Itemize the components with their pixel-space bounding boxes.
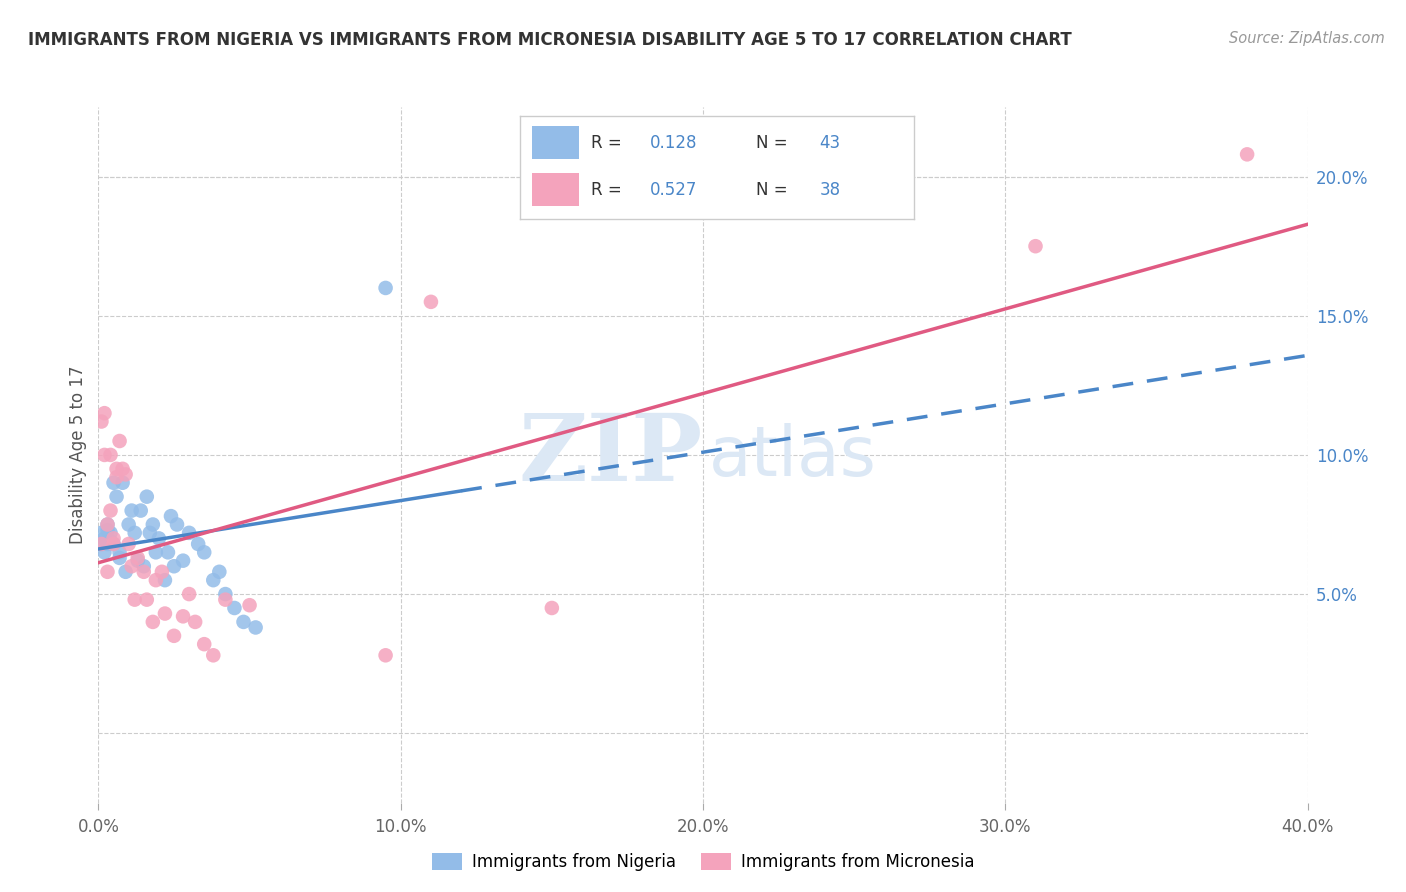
Y-axis label: Disability Age 5 to 17: Disability Age 5 to 17 <box>69 366 87 544</box>
Text: R =: R = <box>591 134 627 152</box>
Point <box>105 490 128 504</box>
Text: 43: 43 <box>820 134 841 152</box>
Point <box>148 532 170 546</box>
Point <box>232 615 254 629</box>
Point <box>90 525 112 540</box>
Point <box>224 601 246 615</box>
Point <box>93 448 115 462</box>
Point <box>96 565 118 579</box>
Point <box>90 537 112 551</box>
Point <box>93 545 115 559</box>
Point <box>96 517 118 532</box>
Text: Source: ZipAtlas.com: Source: ZipAtlas.com <box>1229 31 1385 46</box>
Point <box>374 281 396 295</box>
Text: ZIP: ZIP <box>519 410 703 500</box>
Point <box>145 545 167 559</box>
Point <box>156 545 179 559</box>
Point <box>124 592 146 607</box>
Point <box>93 532 115 546</box>
Point <box>124 525 146 540</box>
Point <box>132 559 155 574</box>
Point <box>420 294 443 309</box>
Point <box>132 565 155 579</box>
Bar <box>531 126 579 159</box>
Point <box>108 434 131 448</box>
Point <box>187 537 209 551</box>
Point <box>127 550 149 565</box>
Point <box>90 537 112 551</box>
Point <box>145 573 167 587</box>
Point <box>103 537 125 551</box>
Point <box>118 537 141 551</box>
Point <box>153 573 176 587</box>
Point <box>135 490 157 504</box>
Point <box>166 517 188 532</box>
Point <box>208 565 231 579</box>
Point <box>540 601 562 615</box>
Point <box>214 592 236 607</box>
Point <box>179 587 201 601</box>
Point <box>96 523 118 537</box>
Point <box>114 467 136 482</box>
Point <box>172 554 194 568</box>
Text: 0.128: 0.128 <box>650 134 697 152</box>
Point <box>245 620 267 634</box>
Point <box>202 648 225 663</box>
Point <box>193 545 215 559</box>
Point <box>142 517 165 532</box>
Point <box>100 534 122 549</box>
Point <box>100 503 122 517</box>
Text: 0.527: 0.527 <box>650 181 697 199</box>
Point <box>108 550 131 565</box>
Text: atlas: atlas <box>709 423 877 490</box>
Point <box>114 565 136 579</box>
Point <box>121 503 143 517</box>
Point <box>1024 239 1046 253</box>
Text: IMMIGRANTS FROM NIGERIA VS IMMIGRANTS FROM MICRONESIA DISABILITY AGE 5 TO 17 COR: IMMIGRANTS FROM NIGERIA VS IMMIGRANTS FR… <box>28 31 1071 49</box>
Point <box>139 525 162 540</box>
Bar <box>531 173 579 206</box>
Point <box>96 517 118 532</box>
Point <box>172 609 194 624</box>
Point <box>108 545 131 559</box>
Point <box>214 587 236 601</box>
Point <box>160 509 183 524</box>
Point <box>184 615 207 629</box>
Point <box>118 517 141 532</box>
Point <box>135 592 157 607</box>
Point <box>93 406 115 420</box>
Point <box>111 475 134 490</box>
Point <box>202 573 225 587</box>
Legend: Immigrants from Nigeria, Immigrants from Micronesia: Immigrants from Nigeria, Immigrants from… <box>425 847 981 878</box>
Point <box>193 637 215 651</box>
Point <box>105 470 128 484</box>
Point <box>150 565 173 579</box>
Text: R =: R = <box>591 181 627 199</box>
Point <box>100 525 122 540</box>
Point <box>96 537 118 551</box>
Point <box>1236 147 1258 161</box>
Point <box>127 554 149 568</box>
Point <box>239 598 262 612</box>
Point <box>105 462 128 476</box>
Text: 38: 38 <box>820 181 841 199</box>
Point <box>103 475 125 490</box>
Point <box>374 648 396 663</box>
Point <box>129 503 152 517</box>
Point <box>103 537 125 551</box>
Point <box>179 525 201 540</box>
Point <box>121 559 143 574</box>
Point <box>153 607 176 621</box>
Point <box>163 559 186 574</box>
Point <box>103 532 125 546</box>
Text: N =: N = <box>756 181 793 199</box>
Text: N =: N = <box>756 134 793 152</box>
Point <box>100 448 122 462</box>
Point <box>90 415 112 429</box>
Point <box>142 615 165 629</box>
Point <box>111 462 134 476</box>
Point <box>163 629 186 643</box>
